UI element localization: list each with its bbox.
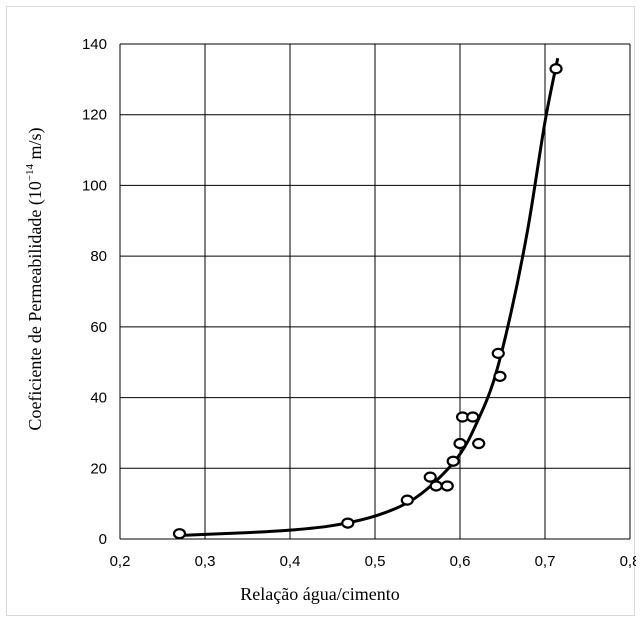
- y-tick-label: 140: [82, 36, 107, 53]
- y-axis-label-unit: m/s): [25, 127, 46, 164]
- data-point: [472, 437, 486, 450]
- data-point: [341, 517, 355, 529]
- x-tick-label: 0,8: [620, 553, 636, 570]
- data-point: [423, 471, 437, 483]
- x-tick-label: 0,4: [280, 553, 301, 570]
- chart: 0,2 0,3 0,4 0,5 0,6 0,7 0,8 0 20 40 60 80 100 120 140…: [24, 36, 636, 604]
- x-tick-label: 0,6: [450, 553, 471, 570]
- chart-frame: 0,2 0,3 0,4 0,5 0,6 0,7 0,8 0 20 40 60 80 100 120 140…: [6, 6, 636, 616]
- data-point: [172, 528, 187, 540]
- y-tick-label: 80: [90, 248, 107, 265]
- y-axis-label-exponent: −14: [24, 163, 36, 181]
- y-axis-label-main: Coeficiente de Permeabilidade (10: [25, 181, 46, 430]
- x-tick-label: 0,5: [365, 553, 386, 570]
- data-point: [429, 480, 443, 492]
- data-point: [453, 437, 467, 450]
- y-tick-label: 0: [99, 531, 107, 548]
- data-point: [466, 411, 480, 423]
- y-axis-label: Coeficiente de Permeabilidade (10−14 m/s…: [24, 127, 46, 430]
- data-point: [549, 63, 563, 75]
- y-tick-label: 100: [82, 177, 107, 194]
- x-tick-label: 0,2: [110, 553, 131, 570]
- data-points: [172, 63, 563, 540]
- x-axis-label: Relação água/cimento: [240, 584, 399, 604]
- fit-curve: [179, 57, 560, 537]
- y-tick-label: 40: [90, 390, 107, 407]
- x-tick-label: 0,3: [195, 553, 216, 570]
- x-axis-ticks: 0,2 0,3 0,4 0,5 0,6 0,7 0,8: [110, 553, 636, 570]
- y-tick-label: 120: [82, 107, 107, 124]
- data-point: [440, 480, 454, 492]
- y-axis-ticks: 0 20 40 60 80 100 120 140: [82, 36, 107, 548]
- data-point: [493, 370, 507, 382]
- x-tick-label: 0,7: [535, 553, 556, 570]
- y-tick-label: 20: [90, 460, 107, 477]
- grid: [119, 43, 631, 540]
- data-point: [446, 455, 460, 467]
- data-point: [400, 494, 414, 506]
- y-tick-label: 60: [90, 319, 107, 336]
- data-point: [491, 347, 505, 359]
- fit-curve-layer: [179, 57, 560, 537]
